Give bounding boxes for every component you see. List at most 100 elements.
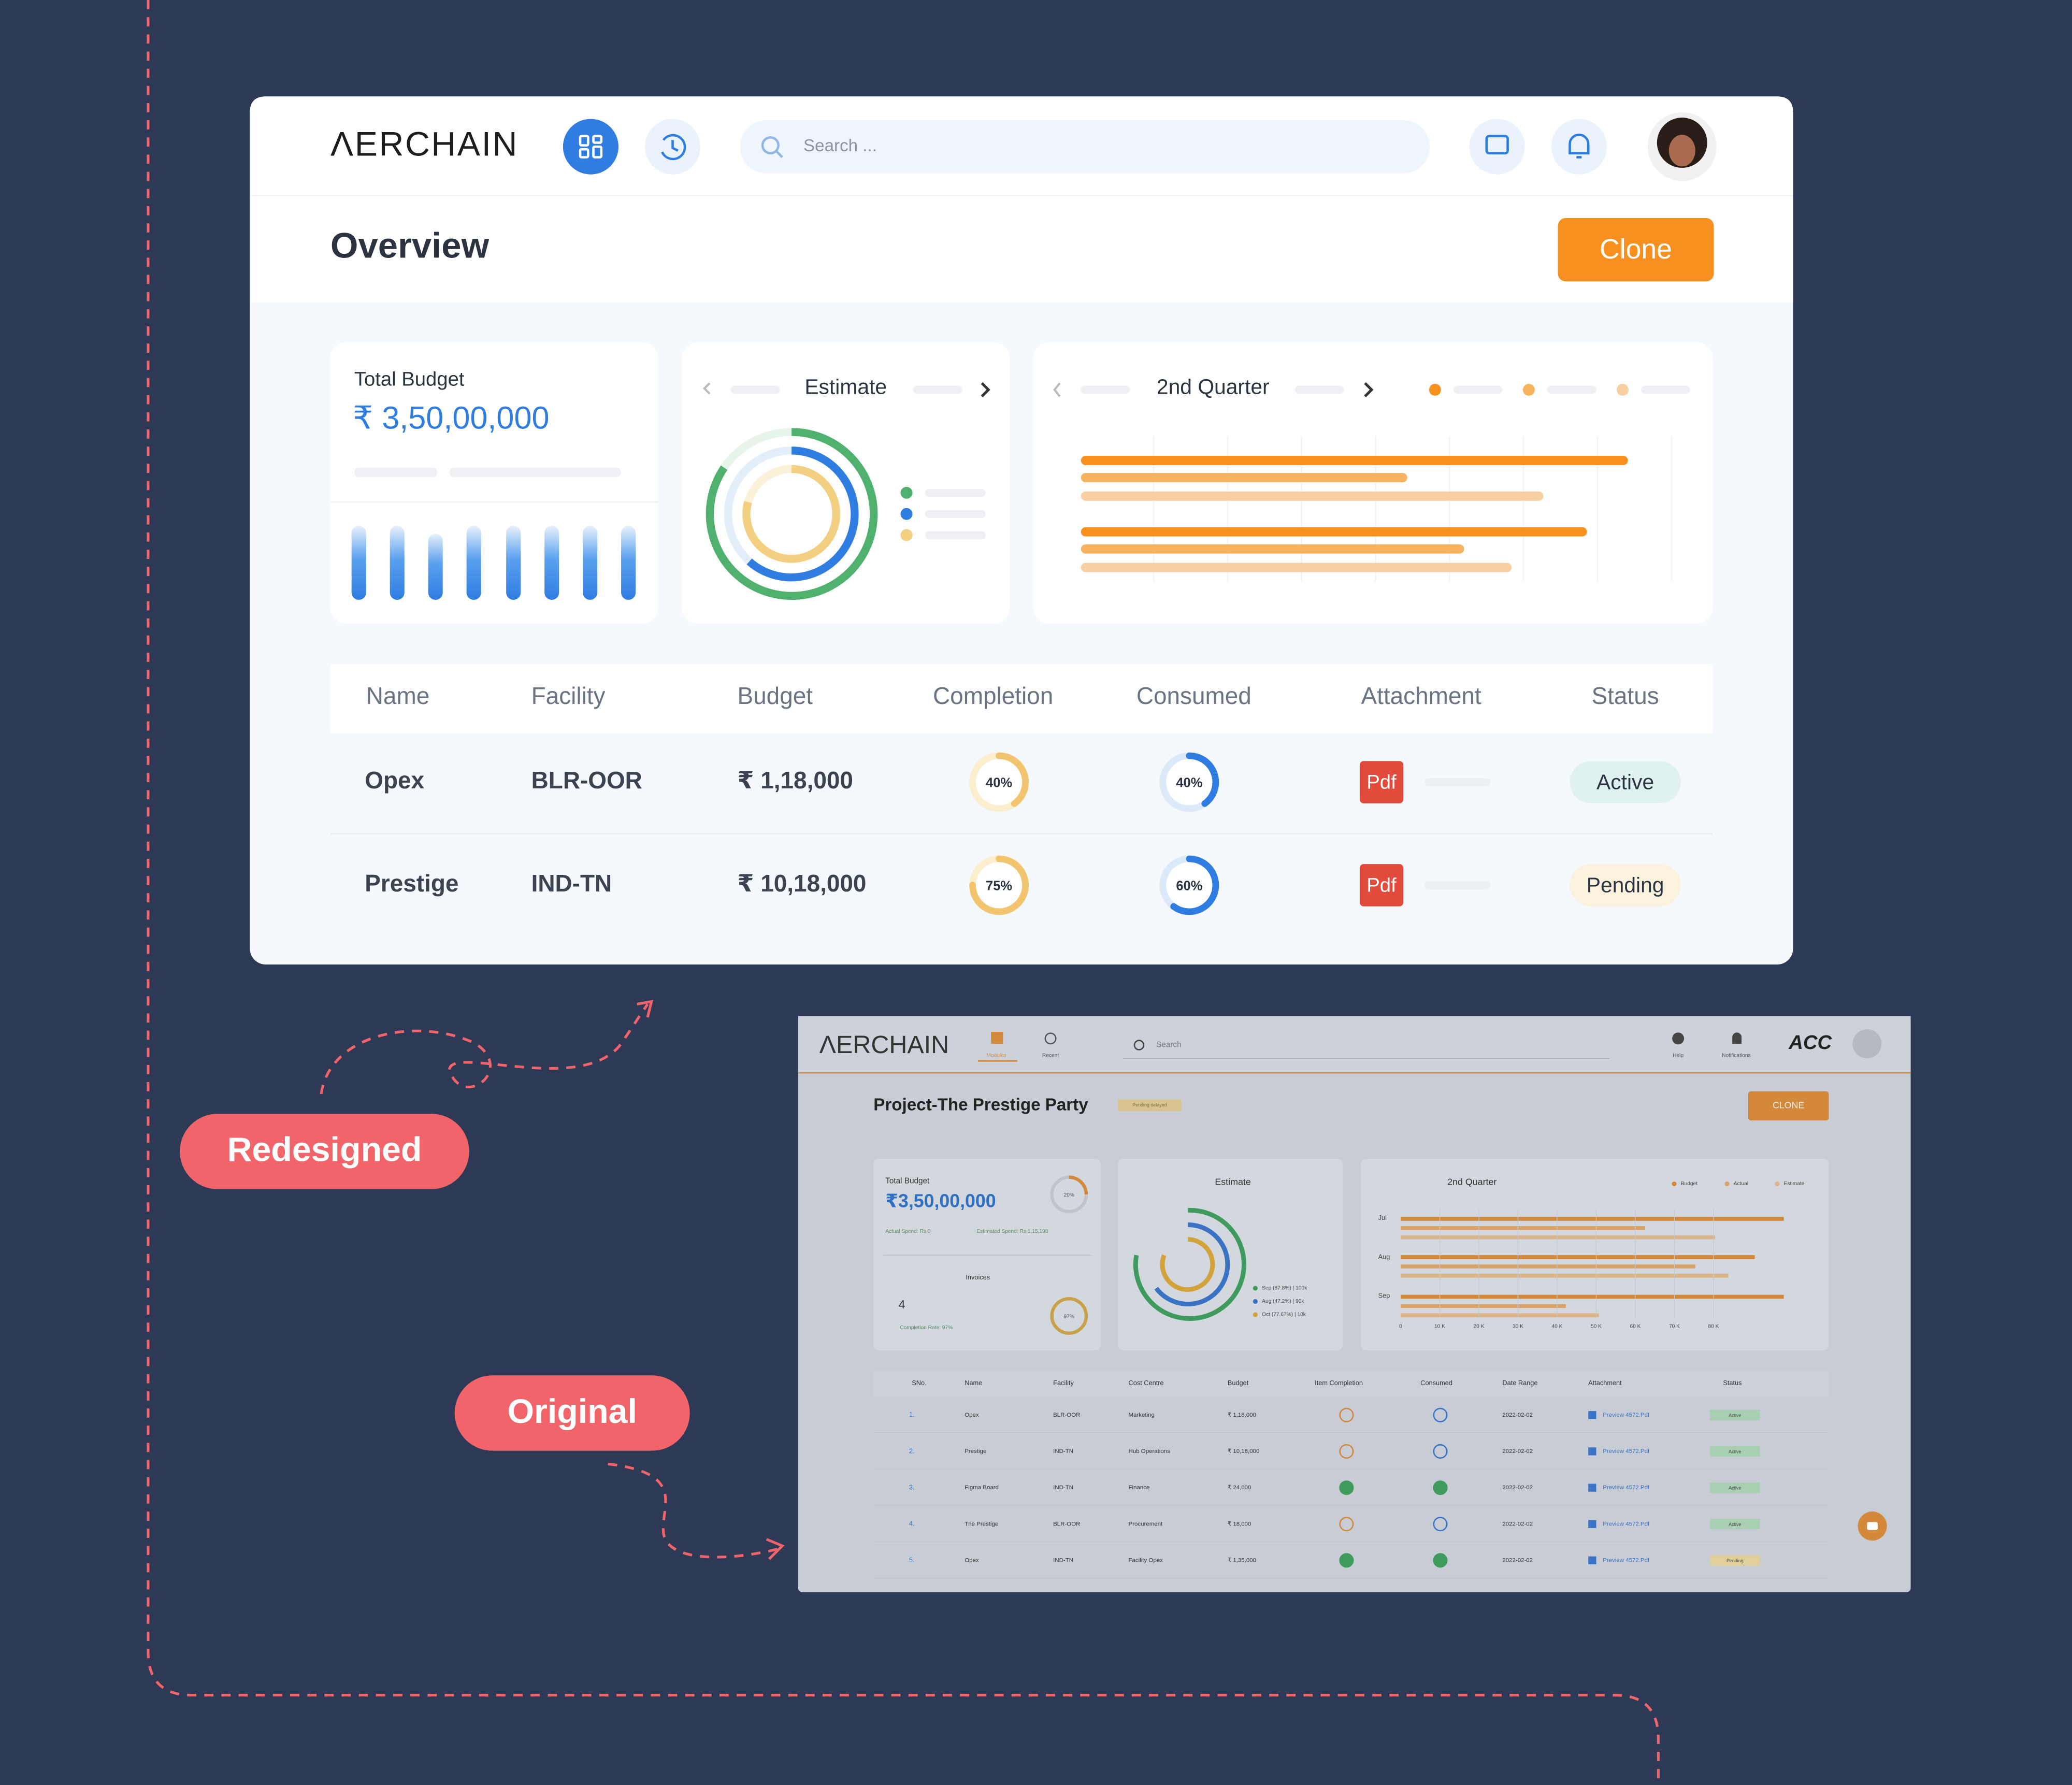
arrow-head (637, 1000, 654, 1018)
legend-label: Oct (77.67%) | 10k (1262, 1312, 1306, 1318)
original-label: Original (507, 1392, 637, 1431)
column-header: Item Completion (1315, 1379, 1363, 1387)
file-icon (1588, 1484, 1596, 1492)
rate-ring (1050, 1297, 1088, 1335)
window-bg (250, 96, 1793, 965)
project-title: Project-The Prestige Party (873, 1096, 1088, 1115)
next-arrow[interactable] (981, 382, 990, 398)
cell: ₹ 18,000 (1228, 1521, 1251, 1527)
bell-icon[interactable] (1732, 1032, 1742, 1044)
card-title: Total Budget (885, 1176, 930, 1185)
legend-dot (1775, 1181, 1780, 1187)
quarter-bars-part (1400, 1264, 1695, 1269)
status-label: Active (1729, 1486, 1741, 1491)
grid-icon (579, 135, 603, 159)
mini-bars-part (583, 526, 598, 600)
column-header: Budget (1228, 1379, 1249, 1387)
budget-amount: ₹3,50,00,000 (885, 1191, 996, 1212)
estimate-donut-part (1133, 1207, 1246, 1321)
avatar[interactable] (1852, 1029, 1882, 1059)
info-button[interactable] (1469, 119, 1525, 175)
prev-arrow[interactable] (702, 382, 711, 395)
cell: 2022-02-02 (1502, 1448, 1533, 1455)
search-icon (774, 150, 783, 159)
column-header: Name (366, 682, 429, 709)
cell[interactable]: Preview 4572.Pdf (1603, 1557, 1650, 1563)
row-facility: BLR-OOR (531, 767, 642, 794)
ring-arc (969, 855, 1029, 915)
legend-dot (1253, 1299, 1258, 1304)
cell[interactable]: Preview 4572.Pdf (1603, 1485, 1650, 1491)
grid-icon-part (579, 148, 589, 159)
mini-bars-part (390, 526, 405, 600)
cell: 5. (909, 1556, 915, 1564)
column-header: Cost Centre (1129, 1379, 1164, 1387)
cell: ₹ 1,18,000 (1228, 1412, 1256, 1418)
cell[interactable]: Preview 4572.Pdf (1603, 1448, 1650, 1455)
redesigned-label: Redesigned (227, 1131, 422, 1169)
axis-label: 40 K (1552, 1324, 1563, 1330)
file-icon (1588, 1447, 1596, 1456)
prev-arrow[interactable] (1053, 382, 1061, 397)
history-icon-part (671, 140, 679, 152)
legend-label: Aug (47.2%) | 90k (1262, 1299, 1304, 1304)
ring-arc (1159, 855, 1219, 915)
placeholder (913, 385, 962, 394)
cell: 1. (909, 1410, 915, 1418)
status-label: Pending (1587, 873, 1664, 897)
search-placeholder: Search (1156, 1041, 1181, 1049)
axis-label: 70 K (1669, 1324, 1680, 1330)
status-label: Pending (1726, 1558, 1744, 1563)
nav-label: Recent (1042, 1053, 1059, 1059)
next-arrow[interactable] (1364, 382, 1374, 398)
spend-label: Actual Spend: Rs 0 (885, 1229, 931, 1234)
cell: 2022-02-02 (1502, 1485, 1533, 1491)
pdf-icon[interactable] (1359, 761, 1404, 803)
quarter-bars-part (1400, 1304, 1566, 1308)
placeholder (354, 467, 438, 477)
cell: Opex (965, 1557, 979, 1563)
badge (1118, 1099, 1182, 1112)
mini-bars (351, 526, 636, 600)
status-pill (1709, 1482, 1760, 1493)
logo: ΛERCHAIN (330, 125, 519, 164)
grid-icon-part (579, 135, 589, 147)
modules-button[interactable] (563, 119, 618, 175)
budget-amount: ₹ 3,50,00,000 (353, 400, 549, 435)
cell[interactable]: Preview 4572.Pdf (1603, 1521, 1650, 1527)
ring-arc (969, 752, 1029, 812)
status-label: Active (1729, 1413, 1741, 1418)
cell: 4. (909, 1520, 915, 1528)
placeholder (1454, 385, 1503, 394)
quarter-bars-part (1400, 1217, 1784, 1221)
notification-button[interactable] (1551, 119, 1607, 175)
column-header: Consumed (1420, 1379, 1452, 1387)
estimate-donut-part (742, 465, 840, 563)
cell: Prestige (965, 1448, 986, 1455)
estimate-donut (706, 428, 878, 600)
search-box[interactable] (740, 120, 1430, 174)
placeholder (1424, 881, 1491, 889)
axis-label: 60 K (1630, 1324, 1641, 1330)
quarter-bars (1081, 455, 1628, 572)
clone-label: CLONE (1773, 1100, 1805, 1111)
cell[interactable]: Preview 4572.Pdf (1603, 1412, 1650, 1418)
clone-button[interactable] (1748, 1091, 1829, 1120)
status-pill (1709, 1446, 1760, 1457)
pdf-icon[interactable] (1359, 864, 1404, 906)
redesigned-pill (180, 1114, 469, 1189)
modules-icon[interactable] (991, 1032, 1003, 1044)
axis-label: 0 (1399, 1324, 1402, 1330)
clone-button[interactable] (1558, 218, 1714, 282)
mini-bars-part (621, 526, 636, 600)
recent-icon[interactable] (1044, 1032, 1057, 1045)
status-pill (1570, 761, 1681, 803)
status-icon (1433, 1444, 1448, 1459)
quarter-bars-part (1400, 1273, 1729, 1278)
ring-label: 97% (1064, 1314, 1074, 1319)
help-icon[interactable] (1672, 1032, 1685, 1045)
account: ACC (1788, 1031, 1832, 1054)
placeholder (1081, 385, 1130, 394)
total-budget-card (330, 342, 658, 624)
table-header (330, 665, 1713, 733)
